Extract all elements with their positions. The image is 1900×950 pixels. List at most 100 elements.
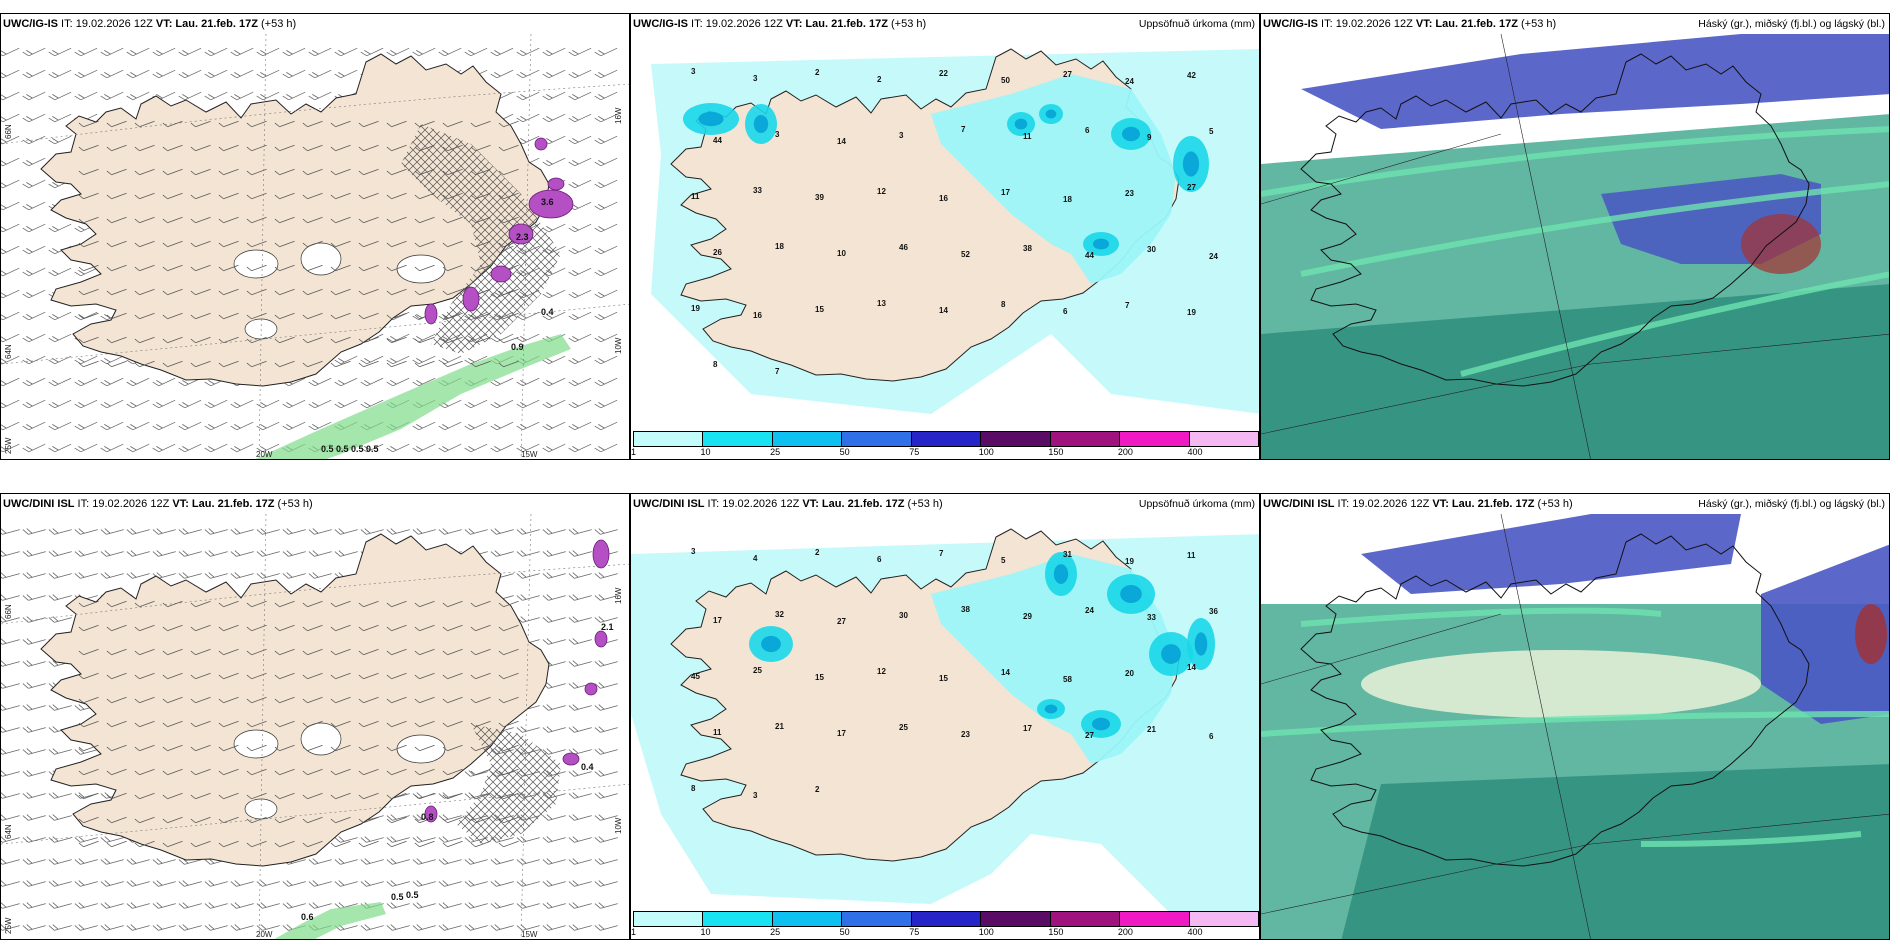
- colorbar-segment: [772, 432, 843, 446]
- wind-map: 0.5 0.5 2.1 0.4 0.6 0.8 66N 64N 25W 20W 15W 16W 10W: [1, 514, 629, 939]
- colorbar-tick-label: 200: [1117, 447, 1133, 457]
- purple-contour: [594, 630, 608, 648]
- colorbar-tick-label: 1: [631, 927, 637, 937]
- vt-value: Lau. 21.feb. 17Z: [191, 498, 278, 510]
- it-value: 19.02.2026 12Z: [92, 498, 173, 510]
- precip-value-label: 3: [899, 131, 904, 140]
- hatched-area: [456, 724, 561, 844]
- precip-value-label: 17: [837, 729, 846, 738]
- lat-label: 25W: [4, 917, 13, 934]
- precip-value-label: 21: [775, 722, 784, 731]
- lead-time: (+53 h): [277, 498, 313, 510]
- colorbar-tick-label: 200: [1117, 927, 1133, 937]
- precip-value-label: 17: [1023, 724, 1032, 733]
- contour-value-label: 0.5: [321, 444, 334, 454]
- panel-ig-is-wind: 0.5 0.5 0.5 0.5 3.6 2.3 0.4 0.9 66N 64N 25W 20W 15W 1…: [0, 13, 630, 460]
- precip-value-label: 19: [1125, 557, 1134, 566]
- precip-value-label: 3: [691, 67, 696, 76]
- colorbar-segment: [1050, 912, 1121, 926]
- precip-value-label: 19: [691, 304, 700, 313]
- precip-value-label: 27: [1085, 731, 1094, 740]
- contour-value-label: 0.6: [301, 912, 314, 922]
- precip-value-label: 7: [775, 367, 780, 376]
- colorbar-tick-label: 10: [700, 927, 711, 937]
- panel-header: UWC/DINI ISL IT: 19.02.2026 12Z VT: Lau.…: [1, 494, 629, 514]
- precip-value-label: 27: [837, 617, 846, 626]
- panel-header: UWC/IG-IS IT: 19.02.2026 12Z VT: Lau. 21…: [1, 14, 629, 34]
- precip-value-label: 5: [1209, 127, 1214, 136]
- panel-ig-is-clouds: UWC/IG-IS IT: 19.02.2026 12Z VT: Lau. 21…: [1260, 13, 1890, 460]
- colorbar-segment: [1120, 432, 1190, 446]
- precip-value-label: 3: [691, 547, 696, 556]
- precip-value-label: 7: [961, 125, 966, 134]
- it-label: IT:: [688, 18, 706, 30]
- colorbar-tick-label: 10: [700, 447, 711, 457]
- precip-value-label: 42: [1187, 71, 1196, 80]
- precip-value-label: 17: [1001, 188, 1010, 197]
- colorbar: [633, 911, 1259, 927]
- precip-value-label: 12: [877, 187, 886, 196]
- colorbar-tick-label: 400: [1187, 447, 1203, 457]
- precip-value-label: 32: [775, 610, 784, 619]
- it-label: IT:: [1334, 498, 1353, 510]
- contour-value-label: 0.5: [351, 444, 364, 454]
- legend-title: Háský (gr.), miðský (fj.bl.) og lágský (…: [1698, 18, 1885, 30]
- vt-value: Lau. 21.feb. 17Z: [805, 18, 892, 30]
- precip-value-label: 14: [939, 306, 948, 315]
- precip-value-label: 52: [961, 250, 970, 259]
- lat-label: 66N: [4, 604, 13, 619]
- vt-label: VT:: [1432, 498, 1452, 510]
- purple-contour: [584, 682, 598, 696]
- purple-contour: [424, 805, 438, 823]
- colorbar-tick-label: 150: [1048, 927, 1064, 937]
- precip-value-label: 9: [1147, 133, 1152, 142]
- colorbar-segment: [911, 912, 982, 926]
- precip-value-label: 2: [815, 68, 820, 77]
- lead-time: (+53 h): [1521, 18, 1557, 30]
- purple-contour: [462, 286, 480, 312]
- precip-value-label: 20: [1125, 669, 1134, 678]
- lead-time: (+53 h): [261, 18, 297, 30]
- precip-value-label: 2: [815, 785, 820, 794]
- vt-value: Lau. 21.feb. 17Z: [175, 18, 262, 30]
- colorbar-segment: [911, 432, 982, 446]
- vt-label: VT:: [172, 498, 192, 510]
- purple-contour: [592, 539, 610, 569]
- precip-map: 3322225027244244314371169511333912161718…: [631, 34, 1259, 442]
- precip-value-label: 2: [815, 548, 820, 557]
- precip-value-label: 39: [815, 193, 824, 202]
- contour-value-label: 0.5: [336, 444, 349, 454]
- it-label: IT:: [74, 498, 93, 510]
- iceland-outline: [1300, 53, 1810, 387]
- colorbar-segment: [842, 912, 912, 926]
- vt-label: VT:: [1415, 18, 1436, 30]
- colorbar-tick-label: 150: [1048, 447, 1064, 457]
- precip-value-label: 26: [713, 248, 722, 257]
- precip-value-label: 11: [1187, 551, 1196, 560]
- precip-value-label: 33: [753, 186, 762, 195]
- model-label: UWC/IG-IS: [633, 18, 688, 30]
- precip-value-label: 30: [1147, 245, 1156, 254]
- precip-value-label: 15: [815, 305, 824, 314]
- contour-value-label: 0.5: [391, 892, 404, 902]
- colorbar-tick-label: 25: [770, 927, 781, 937]
- precip-value-label: 21: [1147, 725, 1156, 734]
- vt-label: VT:: [785, 18, 806, 30]
- precip-value-label: 27: [1187, 183, 1196, 192]
- it-label: IT:: [704, 498, 723, 510]
- lead-time: (+53 h): [907, 498, 943, 510]
- precip-value-label: 3: [775, 130, 780, 139]
- it-label: IT:: [1318, 18, 1336, 30]
- model-label: UWC/IG-IS: [1263, 18, 1318, 30]
- precip-value-label: 36: [1209, 607, 1218, 616]
- colorbar-segment: [1050, 432, 1121, 446]
- lon-label-right: 10W: [614, 337, 623, 354]
- colorbar-segment: [634, 432, 704, 446]
- colorbar-segment: [1189, 912, 1258, 926]
- colorbar-segment: [981, 912, 1051, 926]
- purple-contour: [562, 752, 580, 766]
- vt-value: Lau. 21.feb. 17Z: [821, 498, 908, 510]
- lon-label-right: 16W: [614, 587, 623, 604]
- hatched-area: [401, 124, 561, 354]
